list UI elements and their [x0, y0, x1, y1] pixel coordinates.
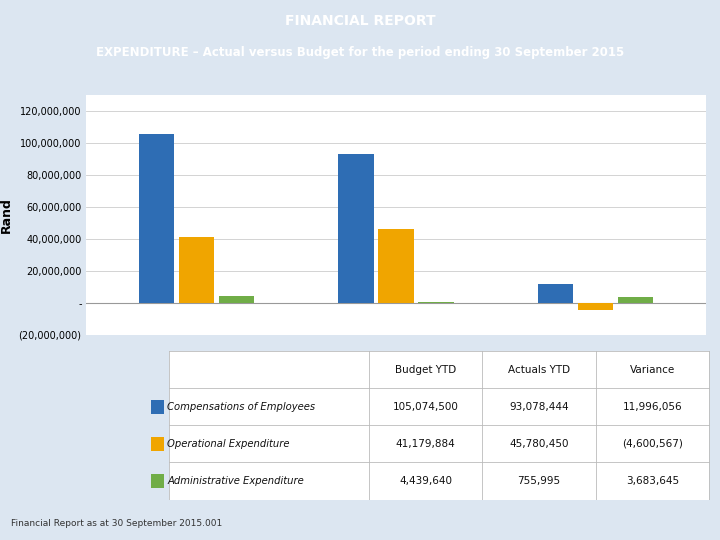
Bar — [151, 400, 164, 414]
Bar — [418, 301, 454, 303]
Text: Actuals YTD: Actuals YTD — [508, 365, 570, 375]
Text: 4,439,640: 4,439,640 — [399, 476, 452, 486]
Bar — [151, 437, 164, 451]
Text: 11,996,056: 11,996,056 — [623, 402, 683, 412]
Text: Operational Expenditure: Operational Expenditure — [167, 439, 289, 449]
Bar — [179, 237, 214, 303]
Text: 3,683,645: 3,683,645 — [626, 476, 679, 486]
Y-axis label: Rand: Rand — [0, 197, 13, 233]
Text: Financial Report as at 30 September 2015.001: Financial Report as at 30 September 2015… — [11, 519, 222, 528]
Text: 105,074,500: 105,074,500 — [393, 402, 459, 412]
Bar — [169, 426, 709, 462]
Bar — [139, 134, 174, 303]
Bar — [169, 462, 709, 500]
Bar — [539, 284, 573, 303]
Bar — [379, 230, 413, 303]
Text: Budget YTD: Budget YTD — [395, 365, 456, 375]
Text: Administrative Expenditure: Administrative Expenditure — [167, 476, 304, 486]
Text: Variance: Variance — [630, 365, 675, 375]
Text: EXPENDITURE – Actual versus Budget for the period ending 30 September 2015: EXPENDITURE – Actual versus Budget for t… — [96, 46, 624, 59]
Bar — [219, 295, 253, 303]
Bar — [618, 297, 653, 303]
Text: 755,995: 755,995 — [518, 476, 561, 486]
Text: 93,078,444: 93,078,444 — [509, 402, 569, 412]
Text: FINANCIAL REPORT: FINANCIAL REPORT — [284, 14, 436, 28]
Bar — [578, 303, 613, 310]
Text: (4,600,567): (4,600,567) — [622, 439, 683, 449]
Bar — [338, 154, 374, 303]
Bar — [169, 352, 709, 388]
Bar — [169, 388, 709, 426]
Bar — [151, 474, 164, 488]
Text: Compensations of Employees: Compensations of Employees — [167, 402, 315, 412]
Text: 41,179,884: 41,179,884 — [396, 439, 456, 449]
Text: 45,780,450: 45,780,450 — [509, 439, 569, 449]
